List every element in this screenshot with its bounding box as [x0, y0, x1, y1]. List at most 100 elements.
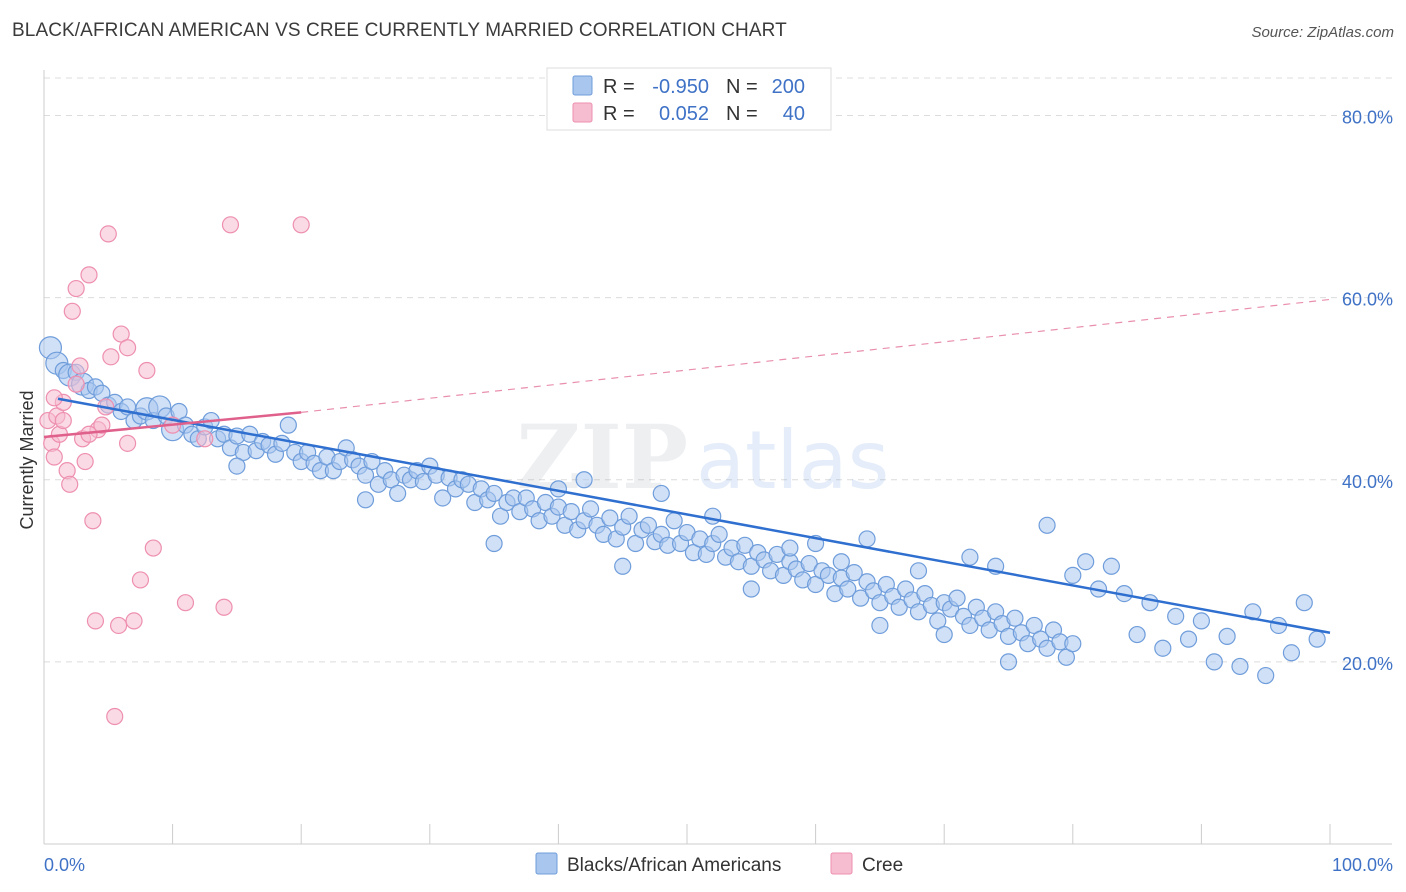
- blacks-point: [1064, 566, 1082, 584]
- blacks-point: [575, 471, 593, 489]
- blacks-point: [601, 509, 619, 527]
- blacks-point: [1308, 630, 1326, 648]
- blacks-point: [485, 484, 503, 503]
- y-axis-title: Currently Married: [17, 390, 37, 529]
- cree-point: [76, 452, 94, 471]
- legend-r-label-blacks: R =: [603, 76, 635, 98]
- correlation-legend: R = -0.950 N = 200 R = 0.052 N = 40: [546, 67, 832, 131]
- cree-point: [144, 539, 162, 557]
- cree-point: [138, 361, 156, 380]
- blacks-point: [1167, 607, 1185, 625]
- blacks-point: [832, 553, 850, 571]
- legend-r-value-cree: 0.052: [653, 103, 709, 125]
- blacks-point: [1192, 612, 1211, 630]
- cree-point: [84, 512, 102, 530]
- y-tick-label-20: 20.0%: [1342, 654, 1393, 674]
- blacks-point: [1006, 609, 1024, 627]
- blacks-point: [845, 564, 863, 582]
- blacks-point: [1128, 625, 1146, 644]
- blacks-point: [800, 554, 818, 573]
- trend-lines: [43, 298, 1331, 634]
- legend-n-label-blacks: N =: [726, 76, 758, 98]
- blacks-point: [1295, 594, 1313, 612]
- blacks-point: [620, 507, 638, 525]
- blacks-point: [665, 512, 683, 530]
- cree-point: [45, 448, 63, 466]
- blacks-point: [742, 580, 760, 598]
- x-tick-label-min: 0.0%: [44, 855, 85, 875]
- blacks-point: [852, 589, 870, 607]
- blacks-point: [356, 491, 375, 509]
- blacks-point: [1205, 653, 1223, 671]
- source-attribution: Source: ZipAtlas.com: [1251, 24, 1394, 41]
- cree-point: [109, 616, 128, 635]
- y-tick-label-40: 40.0%: [1342, 472, 1393, 492]
- cree-point: [215, 598, 233, 616]
- y-tick-label-80: 80.0%: [1342, 108, 1393, 128]
- cree-point: [196, 430, 214, 448]
- cree-point: [292, 216, 310, 234]
- cree-point: [61, 475, 79, 493]
- legend-swatch-blacks: [572, 75, 593, 96]
- blacks-point: [890, 598, 908, 616]
- blacks-point: [948, 589, 966, 607]
- blacks-point: [1141, 594, 1159, 612]
- cree-point: [221, 216, 240, 234]
- blacks-point: [485, 534, 503, 553]
- cree-point: [67, 375, 85, 393]
- cree-trend-line: [43, 411, 302, 439]
- blacks-point: [961, 616, 979, 635]
- blacks-point: [639, 516, 658, 534]
- series-legend-swatch-cree: [830, 852, 853, 875]
- cree-point: [45, 389, 63, 407]
- series-legend-label-cree: Cree: [862, 855, 903, 876]
- blacks-point: [562, 503, 580, 521]
- blacks-point: [389, 484, 407, 503]
- cree-trend-extension: [301, 298, 1331, 413]
- y-tick-label-60: 60.0%: [1342, 290, 1393, 310]
- axes: [43, 70, 1392, 845]
- blacks-point: [871, 616, 889, 635]
- cree-point: [102, 348, 120, 366]
- x-tick-label-max: 100.0%: [1332, 855, 1393, 875]
- blacks-point: [1038, 516, 1056, 534]
- cree-point: [106, 707, 124, 726]
- cree-point: [131, 571, 150, 589]
- blacks-point: [909, 562, 928, 580]
- blacks-point: [781, 539, 799, 557]
- legend-swatch-cree: [572, 102, 593, 123]
- blacks-point: [279, 416, 297, 434]
- legend-n-value-blacks: 200: [772, 76, 805, 98]
- y-tick-labels: 20.0% 40.0% 60.0% 80.0%: [1342, 108, 1393, 674]
- cree-point: [54, 411, 72, 430]
- cree-point: [176, 594, 195, 612]
- cree-point: [63, 302, 81, 320]
- blacks-point: [710, 525, 728, 544]
- blacks-point: [704, 507, 722, 525]
- blacks-point: [1154, 639, 1172, 657]
- cree-points: [39, 216, 310, 726]
- chart-title: BLACK/AFRICAN AMERICAN VS CREE CURRENTLY…: [12, 20, 787, 41]
- cree-point: [99, 225, 117, 243]
- x-tick-labels: 0.0% 100.0%: [44, 855, 1393, 875]
- blacks-point: [1257, 666, 1275, 685]
- cree-point: [118, 434, 137, 452]
- series-legend-swatch-blacks: [535, 852, 558, 875]
- cree-point: [118, 339, 137, 357]
- cree-point: [67, 279, 85, 298]
- cree-point: [80, 266, 98, 284]
- blacks-point: [614, 557, 632, 575]
- blacks-point: [935, 625, 953, 644]
- blacks-point: [1077, 553, 1095, 571]
- blacks-point: [858, 530, 876, 548]
- cree-point: [71, 357, 89, 375]
- blacks-point: [961, 548, 979, 566]
- series-legend: Blacks/African Americans Cree: [535, 852, 903, 876]
- cree-point: [93, 416, 111, 434]
- blacks-point: [1179, 630, 1198, 648]
- blacks-point: [736, 536, 754, 554]
- blacks-point: [434, 489, 452, 507]
- blacks-point: [1231, 657, 1249, 676]
- blacks-point: [1282, 644, 1301, 662]
